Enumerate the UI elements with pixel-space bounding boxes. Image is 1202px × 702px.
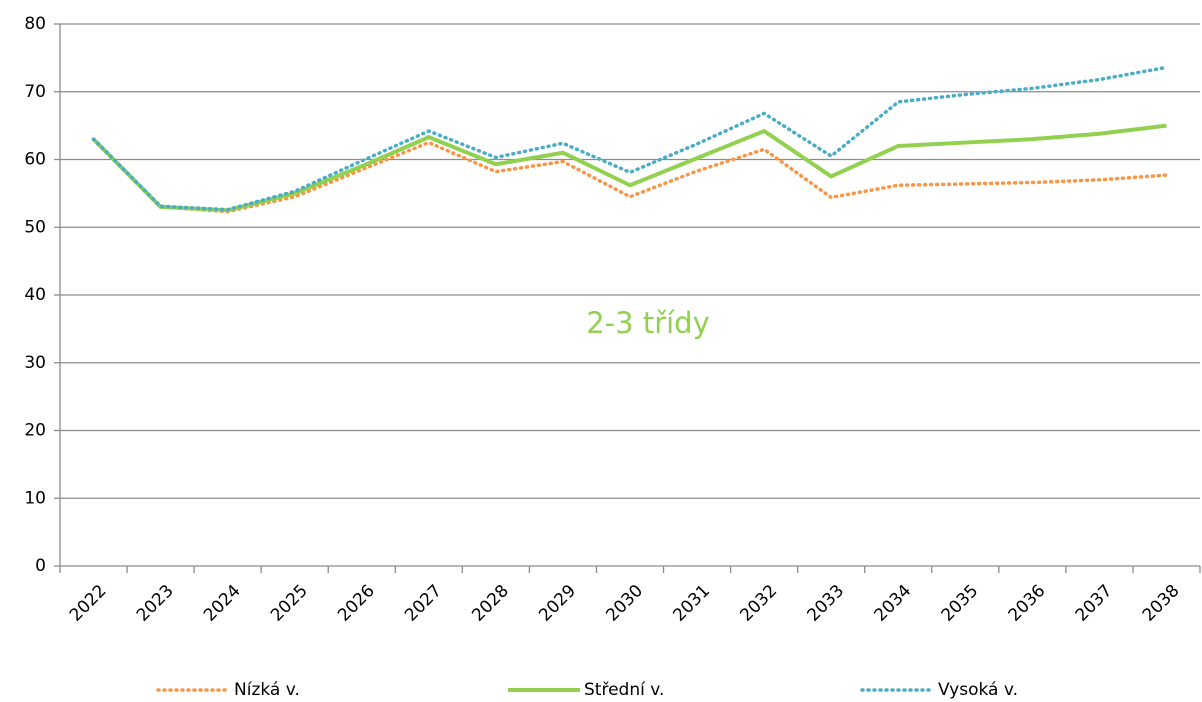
x-tick-label: 2037	[1072, 581, 1117, 626]
x-tick-label: 2031	[669, 581, 714, 626]
series-line	[91, 137, 1169, 214]
x-tick-label: 2035	[938, 581, 983, 626]
y-tick-label: 80	[24, 14, 46, 34]
x-tick-label: 2028	[468, 581, 513, 626]
x-tick-label: 2022	[66, 581, 111, 626]
y-tick-label: 60	[24, 150, 46, 170]
legend-label: Vysoká v.	[938, 680, 1018, 700]
annotation: 2-3 třídy	[586, 306, 710, 340]
legend-label: Nízká v.	[234, 680, 300, 700]
x-tick-label: 2024	[200, 581, 245, 626]
x-tick-label: 2023	[133, 581, 178, 626]
x-tick-label: 2032	[736, 581, 781, 626]
x-tick-label: 2027	[401, 581, 446, 626]
y-tick-label: 40	[24, 285, 46, 305]
series-line	[92, 123, 1167, 213]
y-tick-label: 70	[24, 82, 46, 102]
x-tick-label: 2036	[1005, 581, 1050, 626]
y-tick-label: 20	[24, 421, 46, 441]
series-line	[91, 65, 1169, 212]
y-tick-label: 30	[24, 353, 46, 373]
x-tick-label: 2026	[334, 581, 379, 626]
y-tick-label: 10	[24, 488, 46, 508]
legend-label: Střední v.	[584, 680, 664, 700]
x-tick-label: 2030	[602, 581, 647, 626]
x-tick-label: 2033	[804, 581, 849, 626]
x-tick-label: 2038	[1139, 581, 1184, 626]
y-tick-label: 0	[35, 556, 46, 576]
y-tick-label: 50	[24, 217, 46, 237]
x-tick-label: 2034	[871, 581, 916, 626]
x-tick-label: 2025	[267, 581, 312, 626]
x-tick-label: 2029	[535, 581, 580, 626]
